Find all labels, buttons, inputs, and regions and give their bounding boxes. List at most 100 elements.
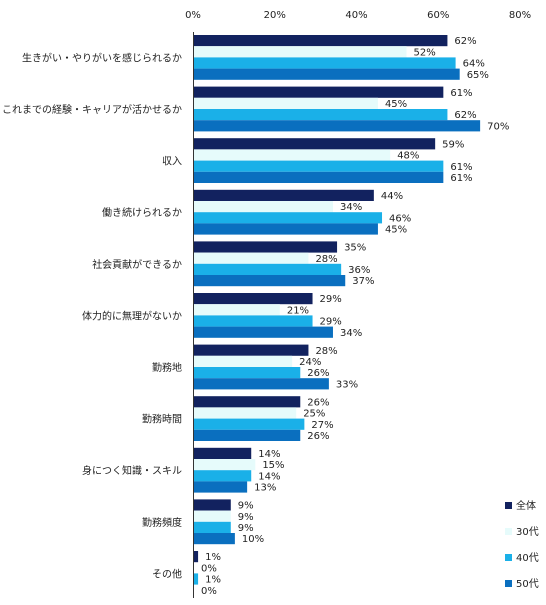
bar — [194, 263, 342, 275]
data-label: 59% — [442, 139, 464, 150]
bar — [194, 429, 301, 441]
legend-swatch — [505, 502, 512, 509]
data-label: 29% — [320, 317, 342, 328]
bar — [194, 367, 301, 379]
category-labels: 生きがい・やりがいを感じられるかこれまでの経験・キャリアが活かせるか収入働き続け… — [2, 51, 182, 580]
data-label: 70% — [487, 121, 509, 132]
data-label: 27% — [311, 420, 333, 431]
data-label: 45% — [385, 225, 407, 236]
bar — [194, 171, 444, 183]
category-label: 生きがい・やりがいを感じられるか — [22, 51, 182, 64]
data-label: 62% — [454, 110, 476, 121]
data-label: 0% — [201, 586, 217, 597]
bar — [194, 160, 444, 172]
data-label: 35% — [344, 243, 366, 254]
legend-label: 40代 — [516, 552, 539, 564]
bar — [194, 109, 448, 121]
bar — [194, 551, 199, 563]
bar — [194, 241, 338, 253]
data-label: 24% — [299, 357, 321, 368]
bar — [194, 315, 313, 327]
data-labels: 62%52%64%65%61%45%62%70%59%48%61%61%44%3… — [201, 36, 509, 597]
x-tick-label: 40% — [345, 10, 367, 21]
data-label: 1% — [205, 575, 221, 586]
bar — [194, 304, 280, 316]
data-label: 25% — [303, 409, 325, 420]
bar — [194, 86, 444, 98]
bar — [194, 57, 456, 69]
bar — [194, 470, 252, 482]
data-label: 28% — [315, 346, 337, 357]
data-label: 1% — [205, 552, 221, 563]
category-label: 体力的に無理がないか — [82, 309, 182, 322]
bars — [194, 35, 481, 585]
bar — [194, 396, 301, 408]
data-label: 34% — [340, 202, 362, 213]
bar — [194, 275, 346, 287]
data-label: 65% — [467, 70, 489, 81]
data-label: 48% — [397, 151, 419, 162]
category-label: 収入 — [162, 156, 182, 168]
bar — [194, 418, 305, 430]
x-axis: 0% 20% 40% 60% 80% — [185, 10, 531, 598]
bar — [194, 201, 333, 213]
bar — [194, 499, 231, 511]
category-label: 勤務頻度 — [142, 516, 182, 529]
bar — [194, 149, 391, 161]
data-label: 45% — [385, 99, 407, 110]
data-label: 9% — [238, 501, 254, 512]
data-label: 44% — [381, 191, 403, 202]
data-label: 9% — [238, 512, 254, 523]
legend-label: 30代 — [516, 526, 539, 538]
category-label: これまでの経験・キャリアが活かせるか — [2, 103, 182, 116]
data-label: 34% — [340, 328, 362, 339]
bar — [194, 355, 293, 367]
data-label: 14% — [258, 449, 280, 460]
bar — [194, 533, 235, 545]
bar — [194, 378, 329, 390]
data-label: 10% — [242, 534, 264, 545]
data-label: 36% — [348, 265, 370, 276]
data-label: 14% — [258, 471, 280, 482]
data-label: 33% — [336, 379, 358, 390]
data-label: 29% — [320, 294, 342, 305]
data-label: 0% — [201, 563, 217, 574]
x-tick-label: 20% — [264, 10, 286, 21]
legend-swatch — [505, 528, 512, 535]
data-label: 64% — [463, 59, 485, 70]
data-label: 61% — [450, 162, 472, 173]
data-label: 46% — [389, 213, 411, 224]
data-label: 61% — [450, 88, 472, 99]
bar — [194, 326, 333, 338]
bar — [194, 407, 297, 419]
x-tick-label: 60% — [427, 10, 449, 21]
data-label: 9% — [238, 523, 254, 534]
category-label: 勤務時間 — [142, 413, 182, 426]
category-label: その他 — [152, 567, 182, 580]
data-label: 26% — [307, 431, 329, 442]
data-label: 21% — [287, 305, 309, 316]
bar — [194, 447, 252, 459]
bar — [194, 223, 378, 235]
x-tick-label: 80% — [509, 10, 531, 21]
bar — [194, 344, 309, 356]
bar — [194, 252, 309, 264]
legend-swatch — [505, 554, 512, 561]
legend-swatch — [505, 580, 512, 587]
bar — [194, 120, 481, 132]
data-label: 26% — [307, 397, 329, 408]
category-label: 働き続けられるか — [102, 206, 182, 219]
bar — [194, 459, 256, 471]
legend: 全体 30代 40代 50代 — [505, 499, 539, 590]
data-label: 61% — [450, 173, 472, 184]
bar — [194, 293, 313, 305]
data-label: 28% — [315, 254, 337, 265]
data-label: 13% — [254, 483, 276, 494]
data-label: 37% — [352, 276, 374, 287]
data-label: 52% — [414, 47, 436, 58]
bar — [194, 35, 448, 47]
legend-label: 50代 — [516, 578, 539, 590]
bar — [194, 189, 374, 201]
bar — [194, 510, 231, 522]
